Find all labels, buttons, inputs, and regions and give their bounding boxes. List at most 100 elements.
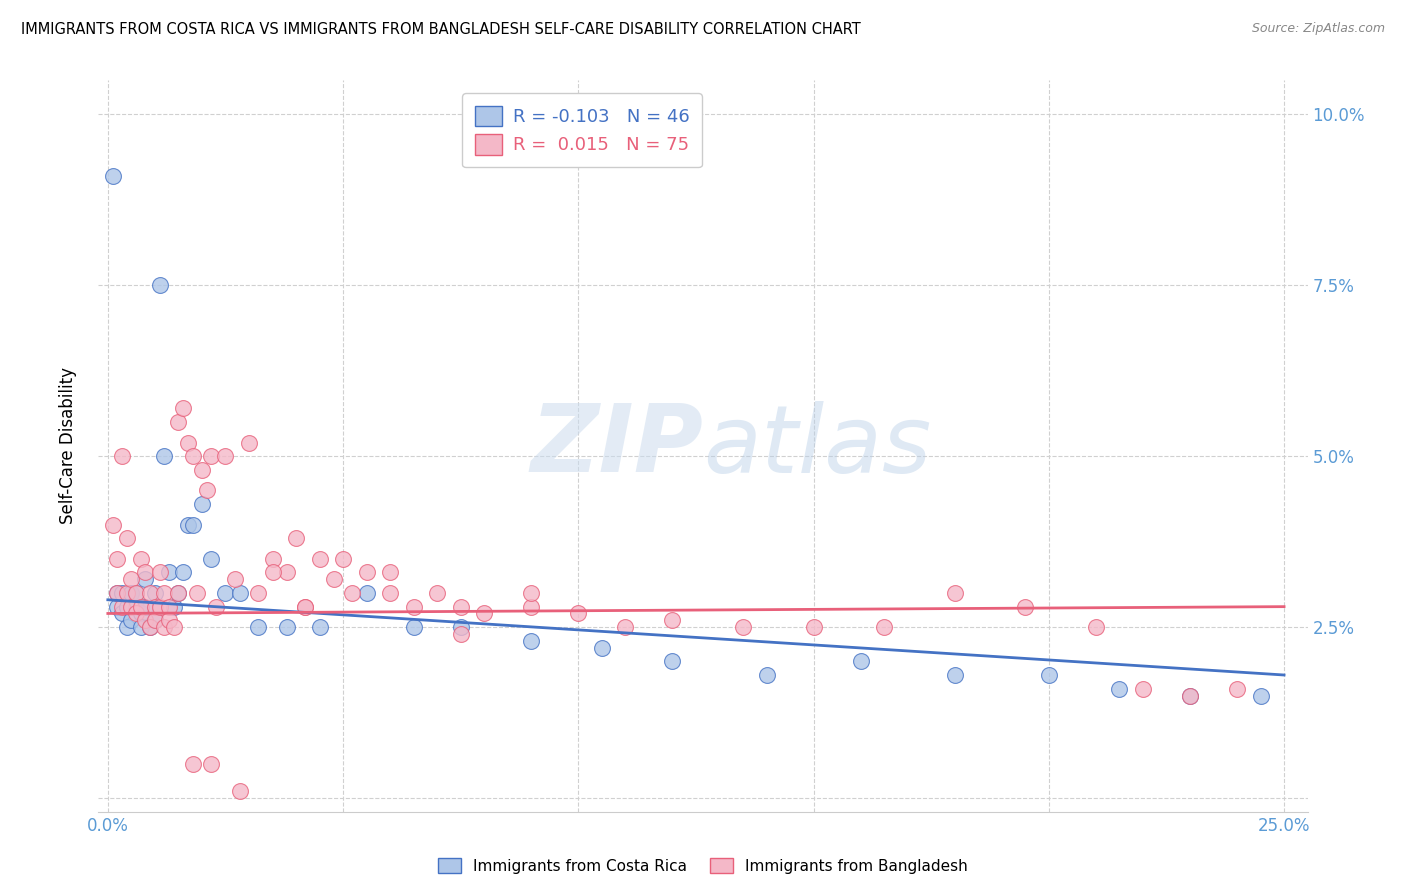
Point — [1178, 689, 1201, 703]
Point — [143, 599, 166, 614]
Point — [661, 654, 683, 668]
Point — [1132, 681, 1154, 696]
Point — [262, 566, 284, 580]
Point — [591, 640, 613, 655]
Point — [101, 517, 124, 532]
Point — [125, 586, 148, 600]
Point — [614, 620, 637, 634]
Point — [149, 278, 172, 293]
Point — [120, 586, 142, 600]
Point — [378, 566, 401, 580]
Point — [450, 620, 472, 634]
Point — [285, 531, 308, 545]
Legend: R = -0.103   N = 46, R =  0.015   N = 75: R = -0.103 N = 46, R = 0.015 N = 75 — [463, 93, 702, 167]
Point — [567, 607, 589, 621]
Point — [111, 449, 134, 463]
Point — [167, 586, 190, 600]
Point — [342, 586, 364, 600]
Point — [402, 620, 425, 634]
Point — [731, 620, 754, 634]
Point — [163, 599, 186, 614]
Point — [120, 613, 142, 627]
Point — [356, 566, 378, 580]
Point — [125, 599, 148, 614]
Point — [134, 572, 156, 586]
Point — [472, 607, 495, 621]
Point — [520, 586, 543, 600]
Point — [1178, 689, 1201, 703]
Point — [163, 620, 186, 634]
Point — [200, 551, 222, 566]
Point — [181, 449, 204, 463]
Point — [153, 586, 176, 600]
Point — [426, 586, 449, 600]
Point — [129, 607, 152, 621]
Point — [200, 756, 222, 771]
Point — [322, 572, 344, 586]
Point — [157, 613, 180, 627]
Point — [191, 463, 214, 477]
Point — [143, 613, 166, 627]
Point — [111, 586, 134, 600]
Text: ZIP: ZIP — [530, 400, 703, 492]
Point — [149, 566, 172, 580]
Point — [129, 599, 152, 614]
Text: atlas: atlas — [703, 401, 931, 491]
Point — [172, 401, 194, 416]
Point — [139, 620, 162, 634]
Point — [157, 599, 180, 614]
Point — [143, 613, 166, 627]
Point — [520, 633, 543, 648]
Point — [873, 620, 896, 634]
Point — [115, 599, 138, 614]
Point — [1038, 668, 1060, 682]
Point — [214, 586, 236, 600]
Point — [755, 668, 778, 682]
Point — [115, 531, 138, 545]
Point — [247, 620, 270, 634]
Point — [143, 586, 166, 600]
Y-axis label: Self-Care Disability: Self-Care Disability — [59, 368, 77, 524]
Point — [101, 169, 124, 183]
Point — [450, 599, 472, 614]
Point — [177, 435, 200, 450]
Point — [115, 620, 138, 634]
Point — [167, 586, 190, 600]
Point — [111, 607, 134, 621]
Point — [181, 517, 204, 532]
Point — [181, 756, 204, 771]
Point — [276, 620, 298, 634]
Point — [120, 572, 142, 586]
Point — [134, 599, 156, 614]
Point — [195, 483, 218, 498]
Point — [247, 586, 270, 600]
Point — [129, 620, 152, 634]
Point — [177, 517, 200, 532]
Point — [125, 586, 148, 600]
Point — [1226, 681, 1249, 696]
Point — [450, 627, 472, 641]
Point — [214, 449, 236, 463]
Point — [105, 599, 128, 614]
Point — [125, 607, 148, 621]
Point — [356, 586, 378, 600]
Point — [167, 415, 190, 429]
Point — [943, 668, 966, 682]
Point — [157, 566, 180, 580]
Point — [1014, 599, 1036, 614]
Point — [105, 551, 128, 566]
Point — [115, 586, 138, 600]
Point — [139, 586, 162, 600]
Point — [294, 599, 316, 614]
Point — [149, 599, 172, 614]
Point — [228, 784, 250, 798]
Point — [308, 551, 330, 566]
Point — [105, 586, 128, 600]
Point — [520, 599, 543, 614]
Point — [378, 586, 401, 600]
Point — [105, 586, 128, 600]
Point — [238, 435, 260, 450]
Point — [111, 599, 134, 614]
Point — [200, 449, 222, 463]
Point — [332, 551, 354, 566]
